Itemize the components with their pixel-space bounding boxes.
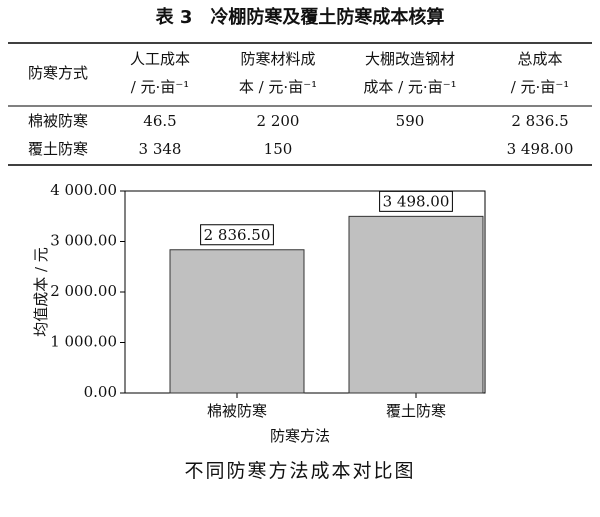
- table-cell: 2 200: [257, 112, 300, 130]
- table-header: 防寒材料成: [240, 50, 315, 68]
- chart-caption: 不同防寒方法成本对比图: [184, 460, 415, 482]
- x-tick-label: 覆土防寒: [386, 402, 446, 420]
- y-tick-label: 3 000.00: [50, 232, 117, 250]
- table-cell: 150: [264, 140, 293, 158]
- table-header: 成本 / 元·亩⁻¹: [363, 78, 456, 96]
- table-cell: 覆土防寒: [28, 140, 88, 158]
- table-header: 大棚改造钢材: [365, 50, 455, 68]
- y-tick-label: 0.00: [84, 383, 117, 401]
- y-tick-label: 2 000.00: [50, 282, 117, 300]
- table-cell: 3 348: [139, 140, 182, 158]
- y-tick-label: 4 000.00: [50, 181, 117, 199]
- value-label: 2 836.50: [204, 226, 271, 244]
- table-header: 人工成本: [130, 50, 190, 68]
- value-label-box: [200, 224, 274, 246]
- y-tick-label: 1 000.00: [50, 333, 117, 351]
- table-header: 总成本: [517, 50, 562, 68]
- table-title: 表 3 冷棚防寒及覆土防寒成本核算: [156, 6, 445, 28]
- table-header: / 元·亩⁻¹: [511, 78, 570, 96]
- table-cell: 2 836.5: [511, 112, 568, 130]
- table-cell: 3 498.00: [507, 140, 574, 158]
- table-header: 本 / 元·亩⁻¹: [239, 78, 317, 96]
- y-axis-label: 均值成本 / 元: [32, 247, 50, 337]
- value-label: 3 498.00: [383, 192, 450, 210]
- bar: [348, 215, 484, 394]
- table-header: 防寒方式: [28, 64, 88, 82]
- x-axis-label: 防寒方法: [270, 427, 330, 445]
- table-header: / 元·亩⁻¹: [131, 78, 190, 96]
- bar: [169, 249, 305, 394]
- x-tick-label: 棉被防寒: [207, 402, 267, 420]
- table-cell: 46.5: [143, 112, 176, 130]
- table-cell: 590: [396, 112, 425, 130]
- table-cell: 棉被防寒: [28, 112, 88, 130]
- value-label-box: [379, 190, 453, 212]
